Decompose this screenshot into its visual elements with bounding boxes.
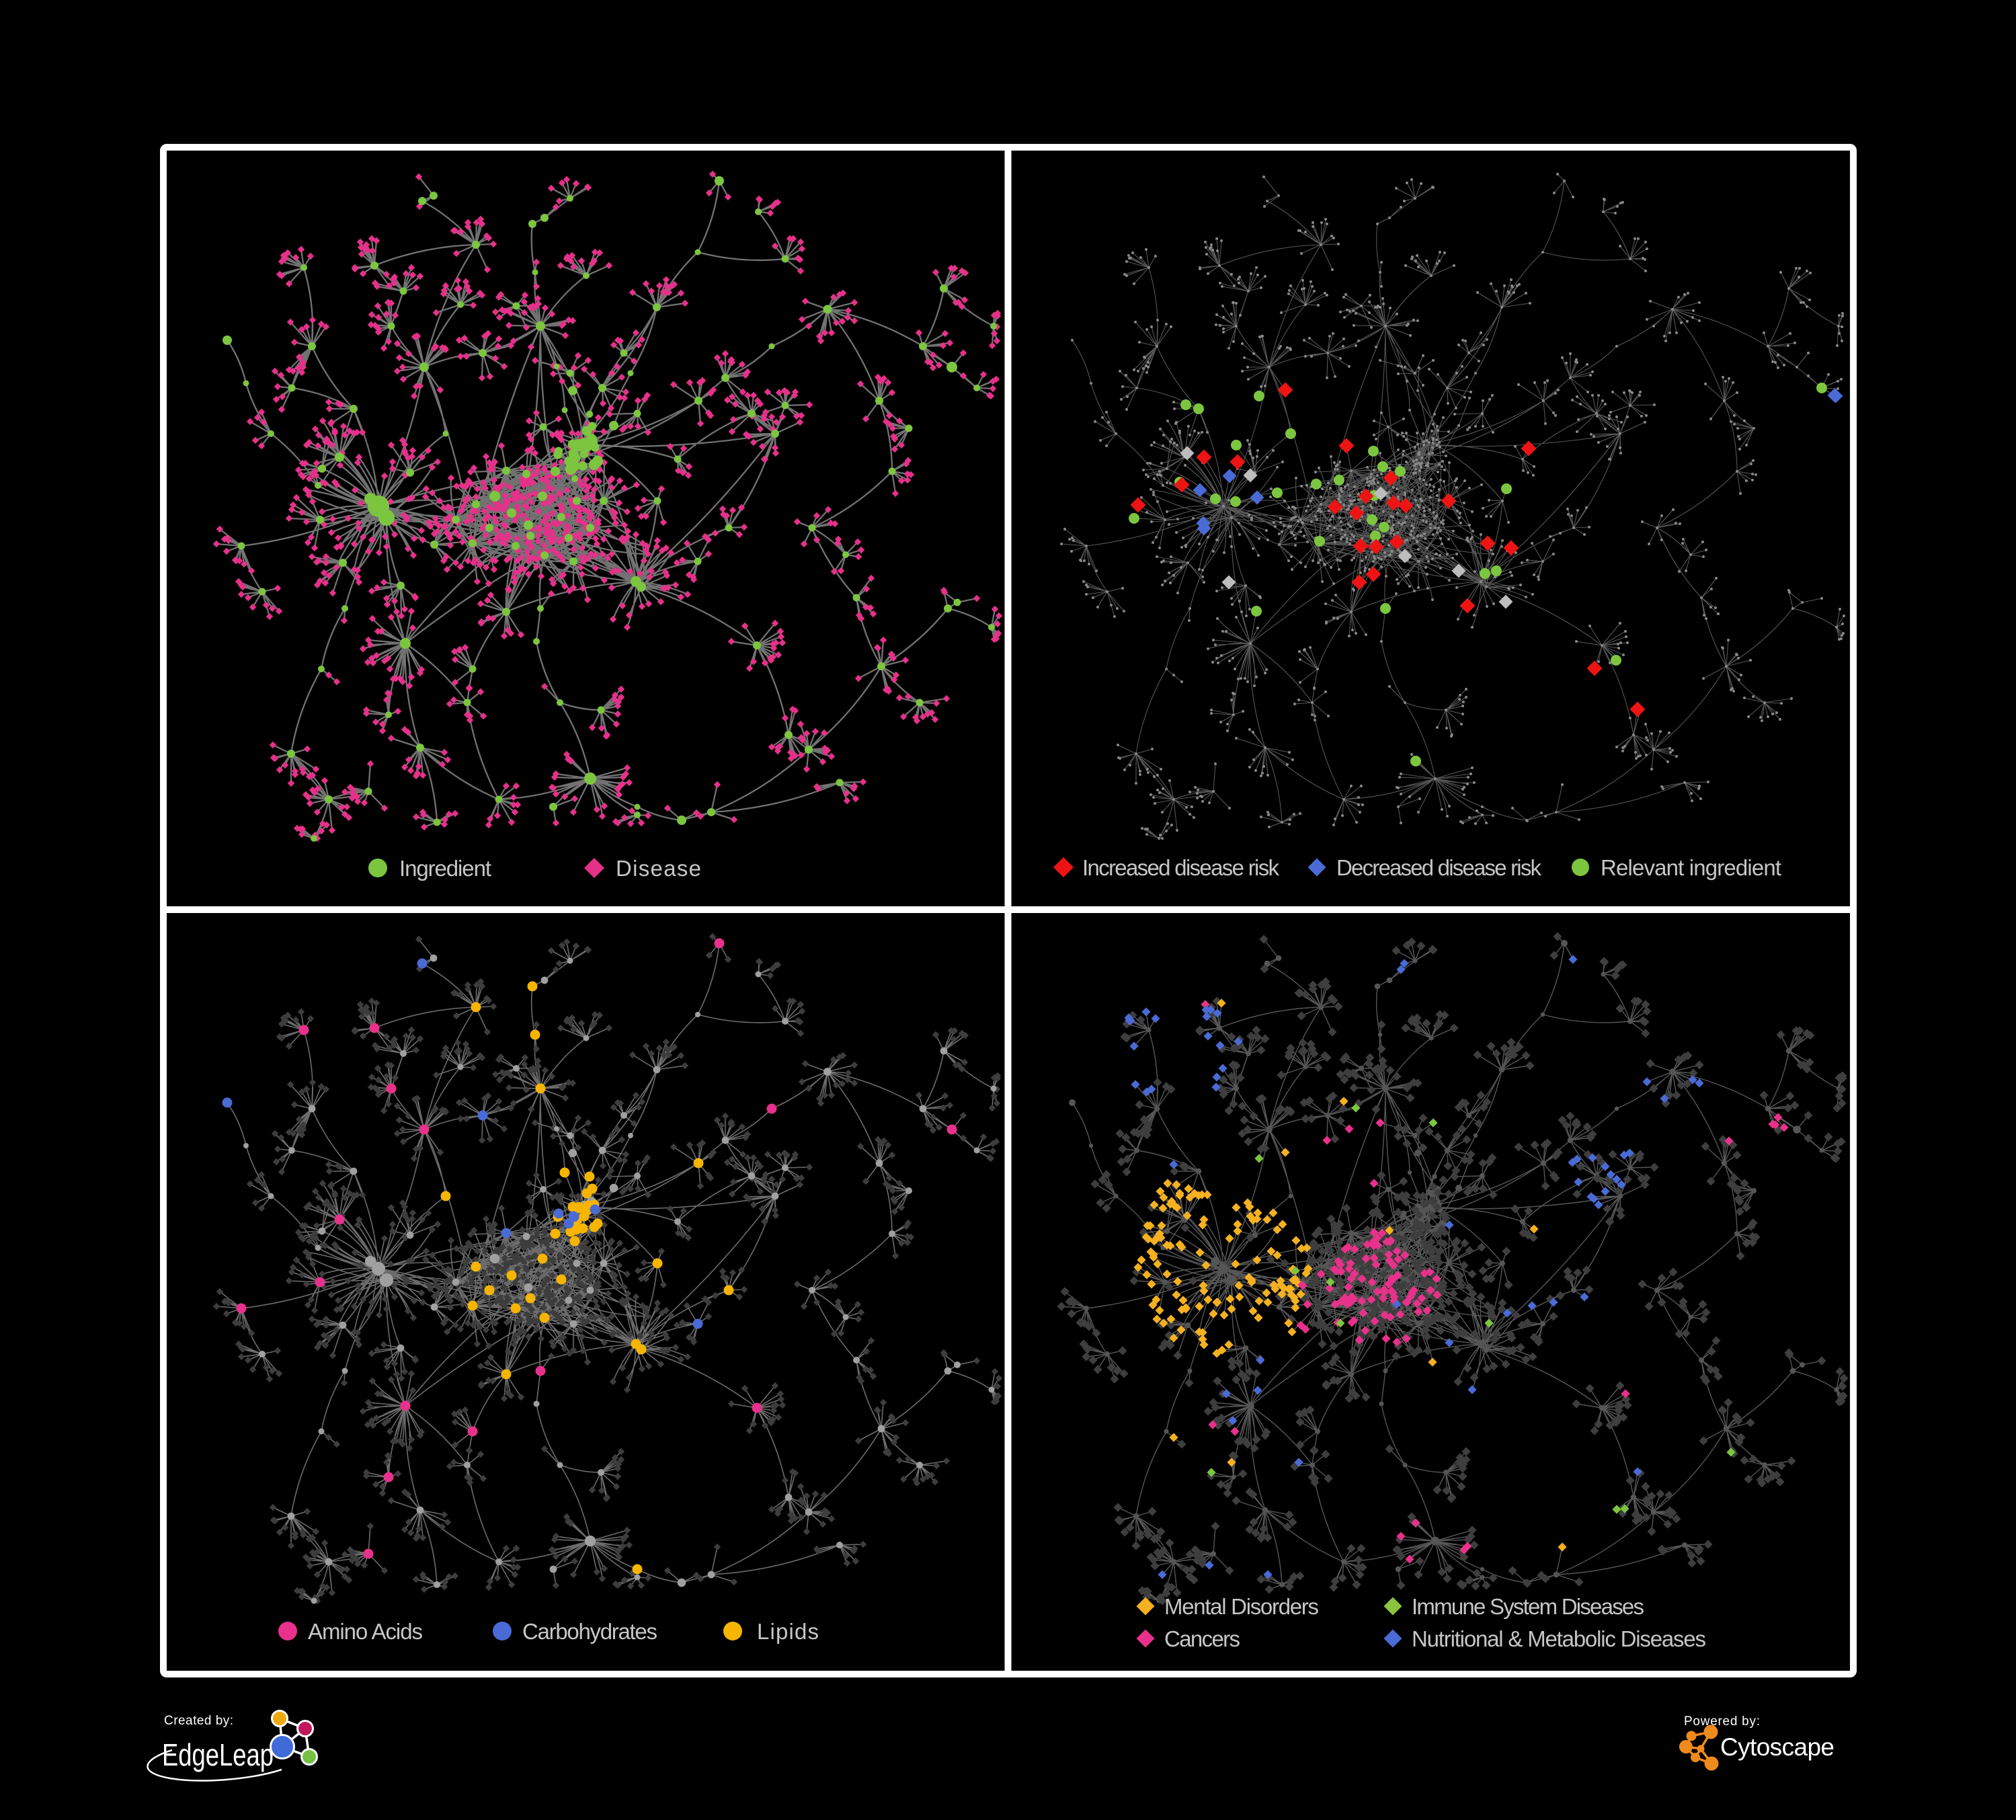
svg-text:EdgeLeap: EdgeLeap [162,1737,274,1772]
svg-text:Decreased disease risk: Decreased disease risk [1336,855,1542,880]
svg-text:Disease: Disease [616,856,701,881]
svg-text:Cytoscape: Cytoscape [1720,1733,1834,1761]
svg-text:Mental Disorders: Mental Disorders [1164,1594,1319,1619]
svg-text:Powered by:: Powered by: [1684,1714,1760,1729]
svg-text:Cancers: Cancers [1164,1626,1240,1651]
svg-text:Relevant ingredient: Relevant ingredient [1601,855,1781,880]
svg-text:Created by:: Created by: [164,1714,233,1728]
svg-text:Carbohydrates: Carbohydrates [522,1619,657,1644]
svg-text:Increased disease risk: Increased disease risk [1082,855,1280,880]
svg-text:Ingredient: Ingredient [399,856,491,881]
svg-text:Nutritional & Metabolic Diseas: Nutritional & Metabolic Diseases [1412,1626,1706,1651]
svg-text:Immune System Diseases: Immune System Diseases [1412,1594,1644,1619]
svg-text:Amino Acids: Amino Acids [308,1619,423,1644]
svg-text:Lipids: Lipids [757,1619,819,1644]
